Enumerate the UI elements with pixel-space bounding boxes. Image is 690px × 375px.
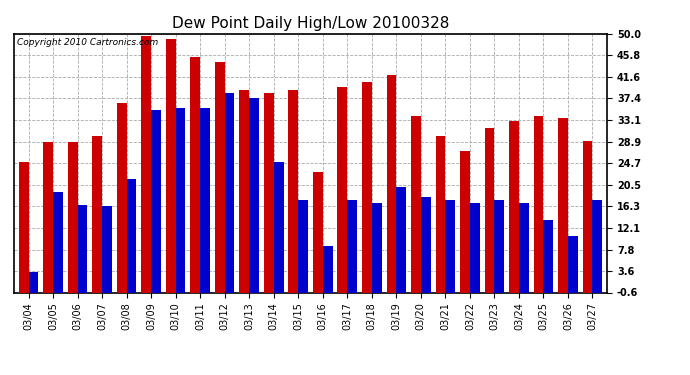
Bar xyxy=(176,108,186,292)
Bar xyxy=(558,118,568,292)
Bar xyxy=(43,142,53,292)
Bar xyxy=(77,205,88,292)
Bar xyxy=(519,202,529,292)
Bar xyxy=(313,172,323,292)
Bar xyxy=(28,272,39,292)
Bar xyxy=(495,200,504,292)
Bar xyxy=(509,121,519,292)
Text: Copyright 2010 Cartronics.com: Copyright 2010 Cartronics.com xyxy=(17,38,158,46)
Bar xyxy=(141,36,151,292)
Bar xyxy=(249,98,259,292)
Bar xyxy=(92,136,102,292)
Bar xyxy=(372,202,382,292)
Bar xyxy=(264,93,274,292)
Bar xyxy=(533,116,544,292)
Bar xyxy=(396,187,406,292)
Bar xyxy=(166,39,176,292)
Bar xyxy=(117,103,126,292)
Bar xyxy=(323,246,333,292)
Bar xyxy=(274,162,284,292)
Bar xyxy=(435,136,445,292)
Title: Dew Point Daily High/Low 20100328: Dew Point Daily High/Low 20100328 xyxy=(172,16,449,31)
Bar xyxy=(544,220,553,292)
Bar xyxy=(445,200,455,292)
Bar xyxy=(215,62,225,292)
Bar xyxy=(362,82,372,292)
Bar xyxy=(19,162,28,292)
Bar xyxy=(470,202,480,292)
Bar xyxy=(347,200,357,292)
Bar xyxy=(200,108,210,292)
Bar xyxy=(484,128,495,292)
Bar xyxy=(421,197,431,292)
Bar xyxy=(190,57,200,292)
Bar xyxy=(151,111,161,292)
Bar xyxy=(593,200,602,292)
Bar xyxy=(337,87,347,292)
Bar xyxy=(239,90,249,292)
Bar xyxy=(298,200,308,292)
Bar xyxy=(582,141,593,292)
Bar xyxy=(68,142,77,292)
Bar xyxy=(225,93,235,292)
Bar xyxy=(126,180,137,292)
Bar xyxy=(411,116,421,292)
Bar xyxy=(460,152,470,292)
Bar xyxy=(568,236,578,292)
Bar xyxy=(386,75,396,292)
Bar xyxy=(288,90,298,292)
Bar xyxy=(53,192,63,292)
Bar xyxy=(102,206,112,292)
